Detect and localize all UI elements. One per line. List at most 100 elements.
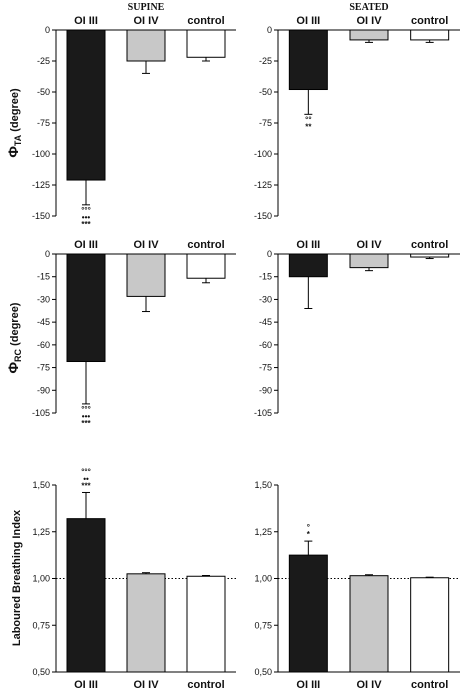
y-tick-label: -150 xyxy=(254,211,272,221)
y-tick-label: -50 xyxy=(37,87,50,97)
bar-control xyxy=(186,253,226,279)
bar-oi-iii xyxy=(288,29,328,91)
y-tick-label: -125 xyxy=(32,180,50,190)
category-label: OI III xyxy=(74,679,98,691)
y-tick-label: 1,50 xyxy=(32,480,50,490)
y-tick-label: 0,75 xyxy=(32,620,50,630)
category-label: OI IV xyxy=(356,239,382,251)
bar-control xyxy=(410,253,450,258)
category-label: control xyxy=(411,15,448,27)
significance-marker: *** xyxy=(81,220,91,229)
category-label: OI IV xyxy=(356,679,382,691)
y-tick-label: 0,50 xyxy=(254,667,272,677)
category-label: OI III xyxy=(296,15,320,27)
y-tick-label: -90 xyxy=(37,385,50,395)
panel-ta-supine: 0 -25 -50 -75 -100 -125 -150 °°°•••*** OI III OI … xyxy=(32,15,236,229)
y-tick-label: -75 xyxy=(259,118,272,128)
y-tick-label: -90 xyxy=(259,385,272,395)
y-tick-label: -45 xyxy=(259,317,272,327)
category-label: OI IV xyxy=(133,679,159,691)
y-label-phi-ta: ΦTA (degree) xyxy=(5,88,23,158)
category-label: control xyxy=(411,239,448,251)
y-tick-label: -60 xyxy=(259,340,272,350)
significance-marker: ** xyxy=(305,122,312,131)
y-label-phi-rc: ΦRC (degree) xyxy=(5,302,23,373)
bar-oi-iii xyxy=(288,554,328,673)
y-tick-label: -100 xyxy=(254,149,272,159)
panel-rc-supine: 0 -15 -30 -45 -60 -75 -90 -105 °°°•••*** OI III OI… xyxy=(32,239,236,428)
y-tick-label: 0 xyxy=(267,249,272,259)
category-label: control xyxy=(187,15,224,27)
y-tick-label: -25 xyxy=(37,56,50,66)
y-tick-label: 0 xyxy=(45,249,50,259)
panel-lbi-supine: 1,50 1,25 1,00 0,75 0,50 °°°••*** OI III OI IV c… xyxy=(32,467,236,691)
bar-oi-iii xyxy=(66,518,106,673)
category-label: OI IV xyxy=(133,239,159,251)
y-tick-label: 0,75 xyxy=(254,620,272,630)
significance-marker: °°° xyxy=(81,405,91,414)
title-supine: SUPINE xyxy=(128,2,165,13)
y-tick-label: -50 xyxy=(259,87,272,97)
significance-marker: •• xyxy=(83,474,89,483)
y-tick-label: -30 xyxy=(259,294,272,304)
category-label: OI III xyxy=(74,15,98,27)
chart-panels: 0-25-50-75-100-125-150°°°•••***OI III OI … xyxy=(32,15,460,691)
category-label: OI IV xyxy=(356,15,382,27)
y-label-lbi: Laboured Breathing Index xyxy=(11,509,23,646)
y-tick-label: 0 xyxy=(267,25,272,35)
y-tick-label: -75 xyxy=(37,363,50,373)
bar-oi-iv xyxy=(349,29,389,41)
y-tick-label: -30 xyxy=(37,294,50,304)
y-tick-label: 1,25 xyxy=(254,527,272,537)
bar-oi-iv xyxy=(126,573,166,673)
y-tick-label: -45 xyxy=(37,317,50,327)
y-tick-label: -75 xyxy=(37,118,50,128)
y-tick-label: -125 xyxy=(254,180,272,190)
y-tick-label: 0,50 xyxy=(32,667,50,677)
bar-oi-iv xyxy=(126,29,166,62)
significance-marker: ° xyxy=(307,523,310,532)
significance-marker: *** xyxy=(81,419,91,428)
significance-marker: °°° xyxy=(81,206,91,215)
y-tick-label: -60 xyxy=(37,340,50,350)
bar-oi-iii xyxy=(66,29,106,181)
y-tick-label: 1,25 xyxy=(32,527,50,537)
significance-marker: ••• xyxy=(82,213,91,222)
category-label: OI IV xyxy=(133,15,159,27)
significance-marker: °° xyxy=(305,115,311,124)
y-tick-label: 0 xyxy=(45,25,50,35)
significance-marker: ••• xyxy=(82,412,91,421)
category-label: OI III xyxy=(296,239,320,251)
category-label: OI III xyxy=(74,239,98,251)
bar-oi-iv xyxy=(349,575,389,673)
category-label: OI III xyxy=(296,679,320,691)
bar-control xyxy=(410,29,450,41)
y-tick-label: 1,00 xyxy=(32,574,50,584)
significance-marker: *** xyxy=(81,481,91,490)
panel-ta-seated: 0 -25 -50 -75 -100 -125 -150 °°** OI III OI IV con… xyxy=(254,15,460,221)
y-tick-label: -100 xyxy=(32,149,50,159)
significance-marker: * xyxy=(307,530,311,539)
panel-lbi-seated: 1,50 1,25 1,00 0,75 0,50 °* OI III OI IV control xyxy=(254,480,460,691)
bar-oi-iii xyxy=(288,253,328,278)
y-tick-label: -105 xyxy=(32,408,50,418)
bar-oi-iv xyxy=(126,253,166,297)
significance-marker: °°° xyxy=(81,467,91,476)
y-tick-label: 1,00 xyxy=(254,574,272,584)
category-label: control xyxy=(187,239,224,251)
y-tick-label: -15 xyxy=(37,272,50,282)
bar-oi-iv xyxy=(349,253,389,269)
category-label: control xyxy=(411,679,448,691)
bar-control xyxy=(186,575,226,673)
panel-rc-seated: 0 -15 -30 -45 -60 -75 -90 -105 OI III OI IV contro… xyxy=(254,239,460,418)
y-tick-label: -105 xyxy=(254,408,272,418)
category-label: control xyxy=(187,679,224,691)
title-seated: SEATED xyxy=(349,2,388,13)
bar-control xyxy=(410,577,450,673)
bar-control xyxy=(186,29,226,58)
y-tick-label: -25 xyxy=(259,56,272,66)
y-tick-label: -150 xyxy=(32,211,50,221)
bar-oi-iii xyxy=(66,253,106,363)
y-tick-label: -75 xyxy=(259,363,272,373)
